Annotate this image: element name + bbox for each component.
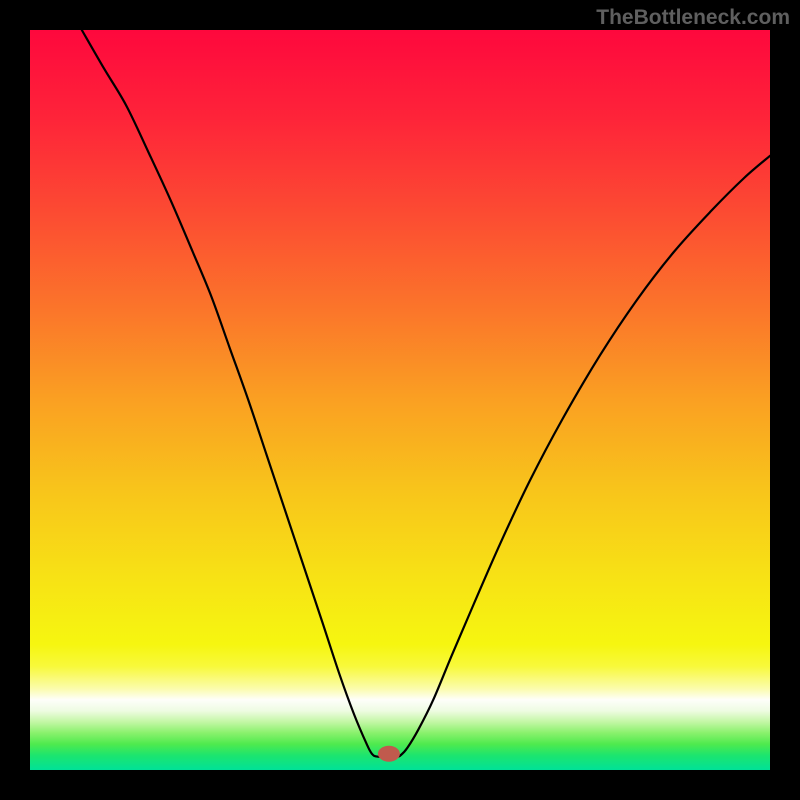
plot-area <box>0 0 800 800</box>
watermark-text: TheBottleneck.com <box>596 6 790 30</box>
chart-frame: TheBottleneck.com <box>0 0 800 800</box>
minimum-marker <box>378 746 400 762</box>
plot-background <box>30 30 770 770</box>
